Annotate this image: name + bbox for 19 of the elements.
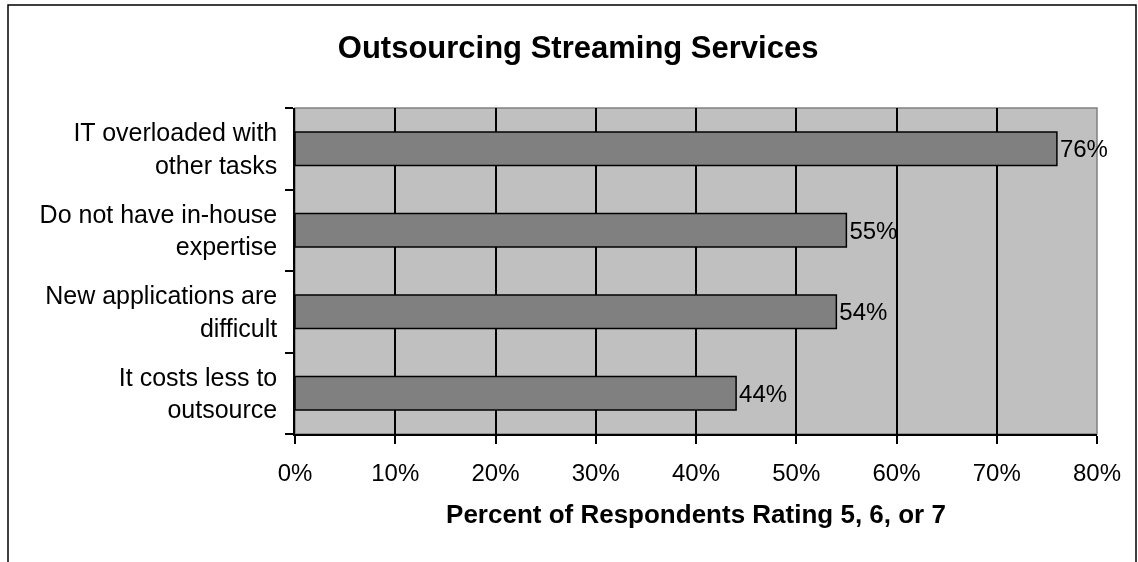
data-label: 44%	[739, 379, 788, 407]
data-label: 55%	[849, 216, 898, 244]
x-tick-label: 10%	[371, 458, 420, 486]
y-tick-label: IT overloaded with other tasks	[73, 118, 278, 179]
x-tick-label: 70%	[972, 458, 1021, 486]
chart-title: Outsourcing Streaming Services	[337, 29, 819, 65]
x-tick-label: 30%	[571, 458, 620, 486]
x-axis-title: Percent of Respondents Rating 5, 6, or 7	[446, 498, 946, 529]
x-tick-label: 40%	[671, 458, 721, 486]
x-tick-label: 0%	[277, 458, 313, 486]
y-tick-label: It costs less to outsource	[118, 362, 278, 424]
x-tick-label: 80%	[1072, 458, 1122, 486]
x-tick-label: 20%	[471, 458, 520, 486]
x-tick-label: 50%	[772, 458, 821, 486]
data-label: 76%	[1059, 135, 1108, 163]
y-tick-label: Do not have in-house expertise	[39, 199, 278, 261]
data-label: 54%	[839, 298, 888, 326]
x-tick-label: 60%	[872, 458, 921, 486]
y-tick-label: New applications are difficult	[45, 281, 278, 342]
